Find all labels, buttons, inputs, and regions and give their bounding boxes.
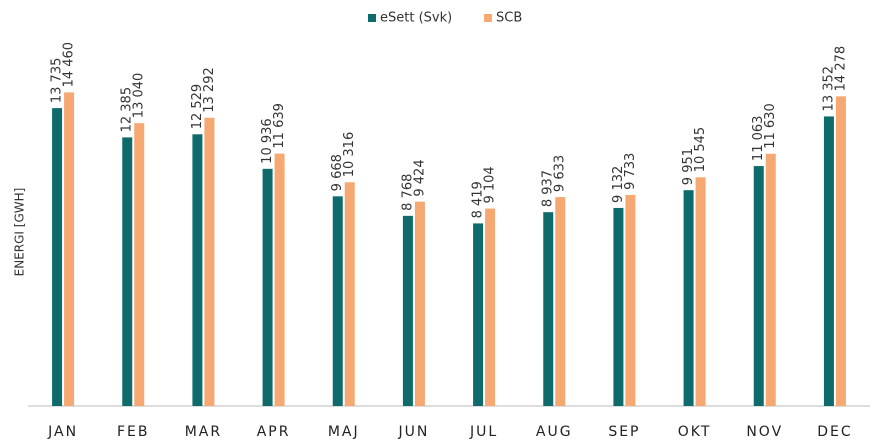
data-label: 12 385 [120,87,135,133]
y-axis-label: ENERGI [GWH] [13,188,27,277]
data-label: 14 460 [62,42,77,88]
x-tick-label: OKT [678,424,712,440]
data-label: 10 936 [260,118,275,164]
x-tick-label: AUG [536,424,573,440]
data-label: 13 352 [821,66,836,112]
x-tick-label: JUL [469,424,498,440]
x-tick-label: JUN [397,424,429,440]
data-label: 9 951 [681,148,696,185]
bar [555,197,566,406]
x-tick-label: APR [257,424,291,440]
x-tick-label: MAJ [328,424,360,440]
x-tick-label: FEB [117,424,150,440]
bar [473,223,484,406]
x-tick-label: NOV [746,424,783,440]
data-label: 9 132 [611,166,626,203]
bar [262,168,273,406]
x-tick-label: MAR [185,424,222,440]
bar [402,215,413,406]
data-label: 8 419 [471,181,486,218]
bar [753,166,764,406]
legend-swatch [368,14,376,22]
bar [543,212,554,406]
bar [122,137,133,406]
bar [683,190,694,406]
bar [52,108,63,406]
data-label: 8 937 [541,170,556,207]
data-label: 11 063 [751,116,766,162]
data-label: 9 668 [330,154,345,191]
bar [274,153,285,406]
bar [344,182,355,406]
data-label: 8 768 [400,174,415,211]
x-tick-label: SEP [608,424,640,440]
bar [332,196,343,406]
data-label: 9 104 [483,166,498,203]
data-label: 9 633 [553,155,568,192]
legend-label: eSett (Svk) [380,11,452,26]
data-label: 11 630 [763,103,778,149]
bar [613,207,624,406]
bar [765,153,776,406]
data-label: 10 545 [693,127,708,173]
data-label: 9 424 [412,159,427,196]
bar [204,117,215,407]
data-label: 13 292 [202,67,217,113]
bar [823,116,834,406]
bar [414,201,425,406]
data-label: 9 733 [623,153,638,190]
bar [695,177,706,406]
bar [134,123,145,406]
data-label: 14 278 [833,46,848,92]
bar [192,134,203,406]
bar [625,194,636,406]
data-label: 10 316 [342,132,357,178]
data-label: 13 040 [132,73,147,119]
data-label: 12 529 [190,84,205,130]
legend-swatch [484,14,492,22]
bar [485,208,496,406]
data-label: 13 735 [50,58,65,103]
data-label: 11 639 [272,103,287,149]
legend-label: SCB [496,11,522,26]
bar [64,92,75,407]
x-tick-label: JAN [47,424,78,440]
x-tick-label: DEC [817,424,852,440]
bar [835,96,846,406]
